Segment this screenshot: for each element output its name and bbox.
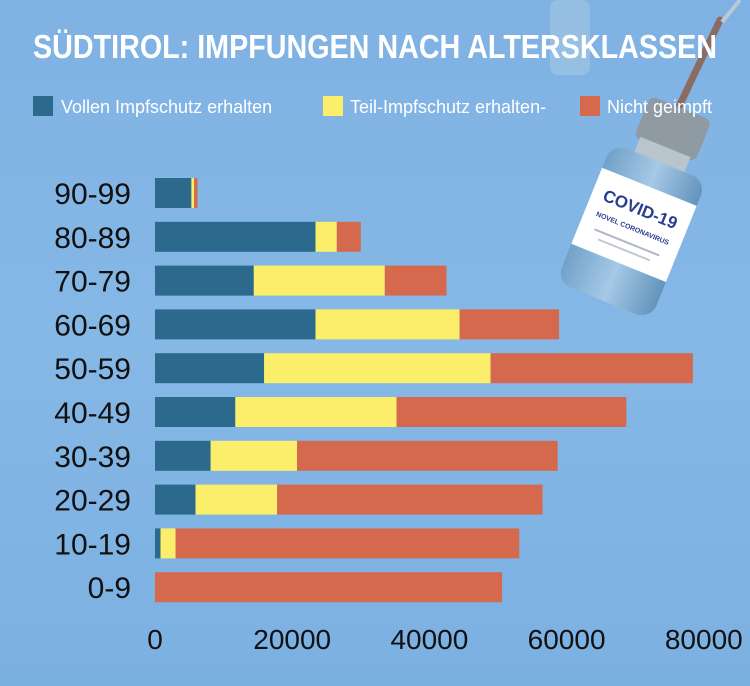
x-tick-label-60000: 60000 [528,624,606,655]
category-label-0-9: 0-9 [88,572,131,605]
bar-20-29-series-1 [195,484,278,515]
bar-90-99-series-0 [155,178,192,208]
bar-60-69-series-0 [155,309,316,340]
category-label-50-59: 50-59 [54,353,131,386]
legend: Vollen Impfschutz erhalten Teil-Impfschu… [33,96,712,117]
x-tick-label-20000: 20000 [253,624,331,655]
bar-10-19-series-1 [160,528,176,559]
bar-40-49-series-0 [155,397,236,427]
x-tick-label-80000: 80000 [665,624,743,655]
legend-swatch-full [33,96,53,116]
bar-10-19-series-2 [175,528,520,559]
legend-label-partial: Teil-Impfschutz erhalten- [350,97,546,117]
bar-50-59-series-0 [155,353,265,384]
legend-swatch-none [580,96,600,116]
category-label-90-99: 90-99 [54,178,131,211]
bar-40-49-series-1 [235,397,397,427]
bar-0-9-series-2 [155,572,503,603]
x-axis-ticks: 0 20000 40000 60000 80000 [147,624,743,655]
bar-80-89-series-2 [336,221,361,252]
bars-group [155,178,693,603]
bar-30-39-series-0 [155,440,211,471]
legend-swatch-partial [323,96,343,116]
category-label-80-89: 80-89 [54,222,131,255]
x-tick-label-0: 0 [147,624,163,655]
x-tick-label-40000: 40000 [390,624,468,655]
vaccine-vial-illustration: COVID-19 NOVEL CORONAVIRUS [550,0,742,316]
category-label-20-29: 20-29 [54,485,131,518]
bar-30-39-series-2 [297,440,558,471]
chart-title: SÜDTIROL: IMPFUNGEN NACH ALTERSKLASSEN [33,28,717,65]
bar-70-79-series-1 [253,265,385,296]
bar-10-19-series-0 [155,528,161,559]
category-labels: 90-99 80-89 70-79 60-69 50-59 40-49 30-39 20-29… [54,178,131,605]
bar-80-89-series-1 [315,221,337,252]
bar-50-59-series-2 [490,353,693,384]
category-label-40-49: 40-49 [54,397,131,430]
bar-60-69-series-1 [315,309,460,340]
bar-90-99-series-2 [194,178,198,208]
legend-label-none: Nicht geimpft [607,97,712,117]
bar-80-89-series-0 [155,221,316,252]
legend-label-full: Vollen Impfschutz erhalten [61,97,272,117]
bar-90-99-series-1 [191,178,195,208]
bar-60-69-series-2 [459,309,560,340]
bar-20-29-series-2 [277,484,543,515]
bar-70-79-series-2 [384,265,447,296]
bar-40-49-series-2 [396,397,627,427]
bar-50-59-series-1 [264,353,491,384]
category-label-30-39: 30-39 [54,441,131,474]
bar-70-79-series-0 [155,265,254,296]
bar-30-39-series-1 [210,440,297,471]
bar-20-29-series-0 [155,484,196,515]
category-label-70-79: 70-79 [54,266,131,299]
category-label-60-69: 60-69 [54,309,131,342]
category-label-10-19: 10-19 [54,528,131,561]
